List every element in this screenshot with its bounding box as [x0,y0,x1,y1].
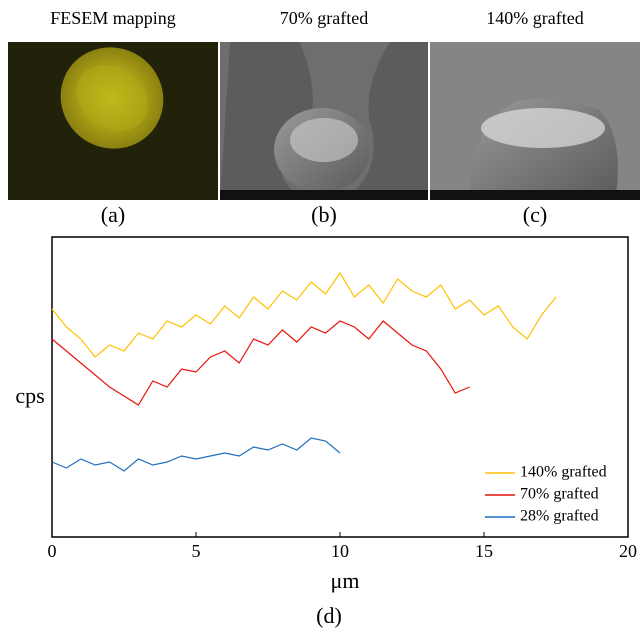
data-line [51,437,341,472]
x-tick-label: 15 [475,541,493,561]
panel-b-image [220,42,428,200]
legend-label: 28% grafted [520,508,599,525]
x-tick-label: 5 [192,541,201,561]
panel-title: FESEM mapping [50,8,176,28]
panel-label: (b) [311,202,337,227]
panel-label: (c) [523,202,547,227]
x-tick-label: 0 [48,541,57,561]
x-tick-label: 20 [619,541,637,561]
panel-c-image [430,42,640,200]
panel-label: (d) [316,603,342,628]
y-axis-label: cps [15,383,44,408]
legend-label: 140% grafted [520,464,607,481]
x-tick-label: 10 [331,541,349,561]
legend-label: 70% grafted [520,486,599,503]
data-line [51,320,470,406]
panel-label: (a) [101,202,125,227]
panel-title: 140% grafted [486,8,583,28]
panel-a-image [8,42,218,200]
data-line [51,271,557,358]
panel-title: 70% grafted [280,8,368,28]
x-axis-label: μm [331,568,360,593]
